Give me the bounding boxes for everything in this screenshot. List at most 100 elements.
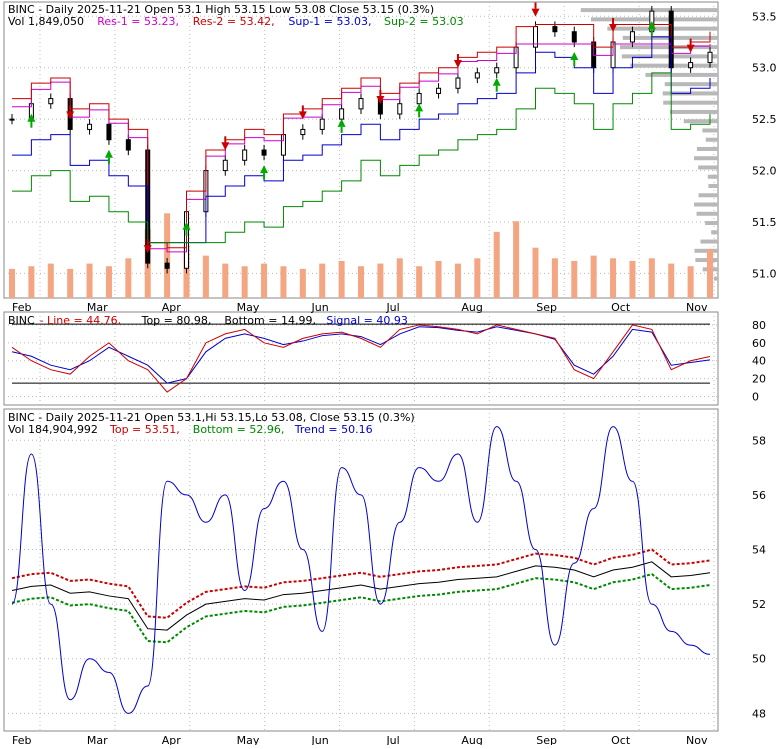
price-candle xyxy=(494,67,500,74)
price-candle xyxy=(242,149,248,161)
x-tick-label: Oct xyxy=(611,301,631,314)
volume-bar xyxy=(687,266,694,298)
buy-arrow xyxy=(570,52,579,60)
x-tick-label: May xyxy=(237,734,260,745)
price-candle xyxy=(707,51,713,64)
y-tick-label: 52.0 xyxy=(752,165,777,178)
price-candle xyxy=(164,262,170,269)
price-candle xyxy=(571,31,577,43)
volume-bar xyxy=(551,258,558,298)
x-tick-label: Nov xyxy=(686,734,708,745)
price-header-line2-1: Res-1 = 53.23, xyxy=(97,15,179,28)
volume-profile-bar xyxy=(645,72,718,77)
price-candle xyxy=(261,149,267,156)
price-candle xyxy=(552,26,558,33)
y-tick-label: 53.5 xyxy=(752,10,777,23)
osc-header-1: - Line = 44.76, xyxy=(40,314,122,327)
volume-bar xyxy=(358,266,364,298)
volume-bar xyxy=(629,260,636,298)
price-candle xyxy=(125,139,131,151)
osc-header-0: BINC xyxy=(8,314,35,327)
volume-bar xyxy=(86,263,93,298)
volume-bar xyxy=(707,249,713,298)
x-tick-label: Mar xyxy=(87,301,108,314)
price-header-line2-4: Sup-2 = 53.03 xyxy=(384,15,464,28)
price-header-line2-0: Vol 1,849,050 xyxy=(8,15,84,28)
x-tick-label: Apr xyxy=(162,301,182,314)
x-tick-label: Jun xyxy=(311,734,329,745)
volume-bar xyxy=(261,263,268,298)
volume-bar xyxy=(377,263,384,298)
y-tick-label: 52.5 xyxy=(752,113,777,126)
volume-bar xyxy=(338,260,345,298)
buy-arrow xyxy=(104,149,113,158)
y-tick-label: 60 xyxy=(752,337,766,350)
volume-bar xyxy=(319,263,326,298)
y-tick-label: 0 xyxy=(752,391,759,404)
price-candle xyxy=(474,72,480,79)
price-candle xyxy=(319,118,325,130)
volume-bar xyxy=(202,255,209,298)
y-tick-label: 51.5 xyxy=(752,216,777,229)
volume-bar xyxy=(571,260,578,298)
x-tick-label: Jun xyxy=(311,301,329,314)
panel-frame-osc xyxy=(3,311,719,406)
sell-arrow xyxy=(221,142,230,151)
volume-bar xyxy=(222,263,229,298)
sell-arrow xyxy=(531,8,540,17)
osc-signal-line xyxy=(11,326,711,384)
volume-profile-bar xyxy=(683,119,718,124)
x-tick-label: Mar xyxy=(87,734,108,745)
volume-bar xyxy=(125,258,132,298)
y-tick-label: 51.0 xyxy=(752,267,777,280)
volume-bar xyxy=(474,258,481,298)
volume-profile-bar xyxy=(664,82,718,87)
volume-bar xyxy=(454,263,461,298)
price-candle xyxy=(416,92,422,105)
price-header-line2-3: Sup-1 = 53.03, xyxy=(288,15,371,28)
trend-header-line2-3: Trend = 50.16 xyxy=(294,423,373,436)
y-tick-label: 48 xyxy=(752,707,766,720)
sell-arrow xyxy=(686,44,695,53)
volume-profile-bar xyxy=(698,193,718,198)
x-tick-label: Aug xyxy=(461,734,482,745)
x-tick-label: Sep xyxy=(536,301,557,314)
trend-header-line2-1: Top = 53.51, xyxy=(109,423,180,436)
price-candle xyxy=(436,87,442,94)
volume-bar xyxy=(280,266,287,298)
y-tick-label: 54 xyxy=(752,544,766,557)
x-tick-label: Feb xyxy=(12,301,31,314)
volume-bar xyxy=(648,258,655,298)
volume-bar xyxy=(9,268,15,298)
buy-arrow xyxy=(415,103,424,112)
volume-profile-bar xyxy=(707,174,718,179)
volume-profile-bar xyxy=(708,184,718,188)
x-tick-label: May xyxy=(237,301,260,314)
buy-arrow xyxy=(27,113,36,122)
sell-arrow xyxy=(376,96,385,104)
volume-profile-bar xyxy=(663,100,718,105)
volume-bar xyxy=(610,258,617,298)
price-candle xyxy=(397,103,403,115)
x-tick-label: Jul xyxy=(385,734,399,745)
volume-bar xyxy=(416,266,423,298)
buy-arrow xyxy=(260,165,269,174)
x-tick-label: Apr xyxy=(162,734,182,745)
res2-line xyxy=(12,24,711,249)
volume-profile-bar xyxy=(705,221,718,226)
volume-bar xyxy=(513,221,520,298)
price-candle xyxy=(300,128,306,136)
y-tick-label: 58 xyxy=(752,434,766,447)
volume-profile-bar xyxy=(711,230,718,235)
y-tick-label: 52 xyxy=(752,598,766,611)
sup2-line xyxy=(12,72,711,244)
x-tick-label: Sep xyxy=(536,734,557,745)
volume-profile-bar xyxy=(694,202,718,207)
volume-profile-bar xyxy=(590,17,718,22)
volume-bar xyxy=(28,266,35,298)
sell-arrow xyxy=(143,245,152,254)
volume-profile-bar xyxy=(698,165,718,170)
price-candle xyxy=(455,77,461,89)
